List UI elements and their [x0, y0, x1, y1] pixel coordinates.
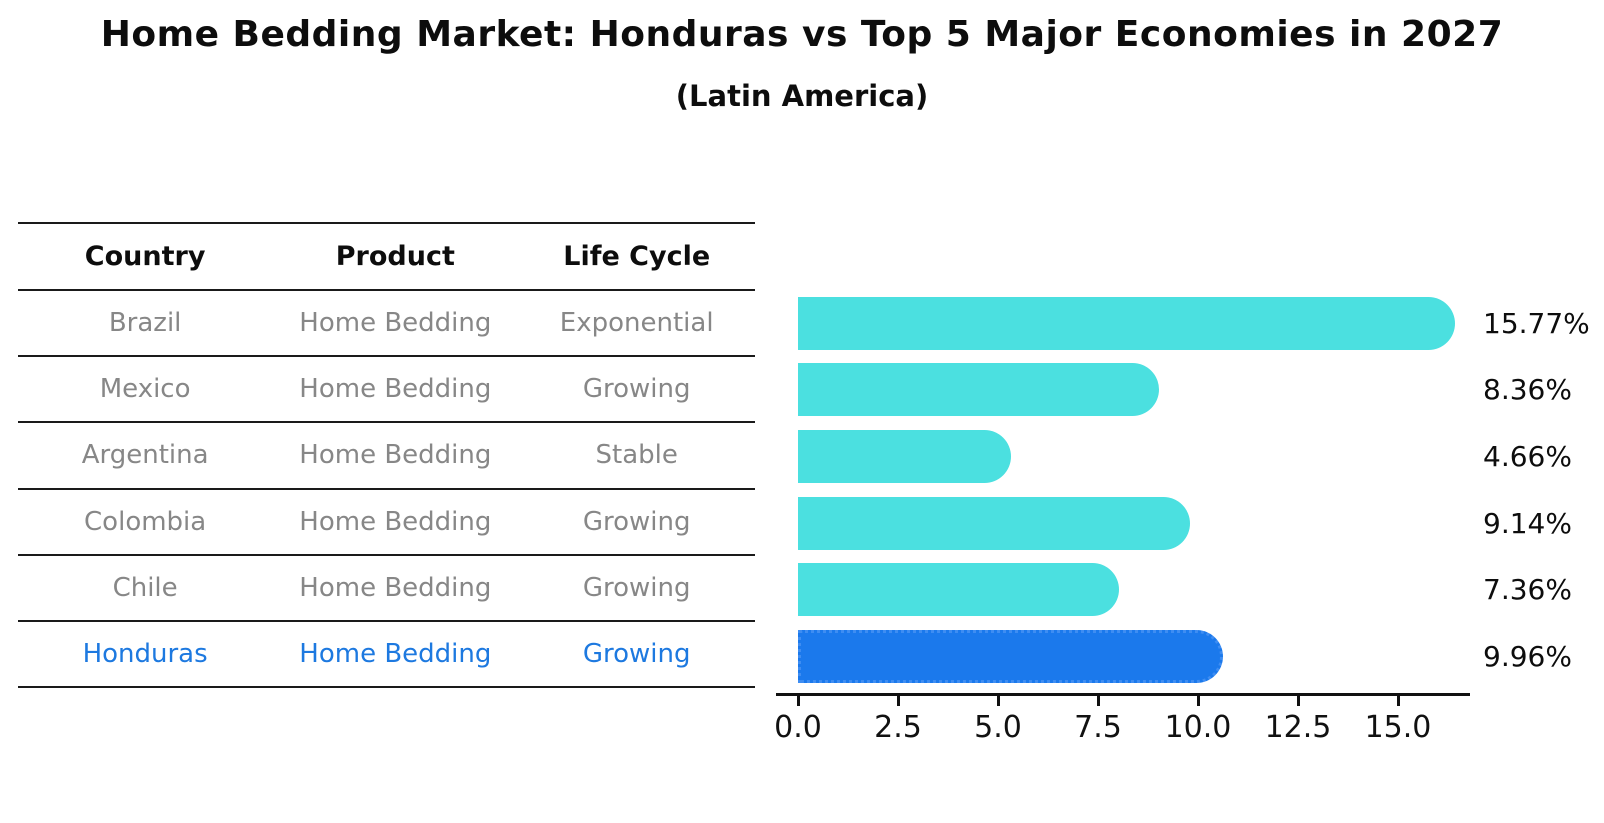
- data-table: Country Product Life Cycle Brazil Home B…: [18, 222, 755, 689]
- table-row: Brazil Home Bedding Exponential: [18, 291, 755, 358]
- chart-title: Home Bedding Market: Honduras vs Top 5 M…: [100, 14, 1504, 55]
- country-cell: Honduras: [82, 639, 208, 670]
- table-row: Chile Home Bedding Growing: [18, 556, 755, 622]
- life-cycle-cell: Growing: [582, 639, 691, 670]
- life-cycle-cell: Growing: [582, 374, 691, 405]
- tick-label: 12.5: [1264, 710, 1332, 745]
- product-cell: Home Bedding: [299, 308, 492, 339]
- country-cell: Colombia: [84, 506, 207, 537]
- tick-label: 5.0: [974, 710, 1022, 745]
- life-cycle-cell: Stable: [595, 440, 678, 471]
- value-label: 7.36%: [1483, 573, 1572, 607]
- life-cycle-cell: Growing: [582, 572, 691, 603]
- tick-mark: [1096, 696, 1100, 706]
- country-cell: Argentina: [81, 440, 209, 471]
- bar-colombia: [798, 496, 1191, 550]
- tick-label: 2.5: [874, 710, 922, 745]
- product-cell: Home Bedding: [299, 506, 492, 537]
- bar-honduras: [798, 630, 1223, 684]
- tick-label: 0.0: [774, 710, 822, 745]
- tick-mark: [1196, 696, 1200, 706]
- x-axis-line: [776, 693, 1470, 696]
- tick-label: 15.0: [1364, 710, 1432, 745]
- tick-mark: [1296, 696, 1300, 706]
- country-cell: Chile: [112, 572, 178, 603]
- value-label: 9.96%: [1483, 640, 1572, 674]
- table-row-highlighted: Honduras Home Bedding Growing: [18, 622, 755, 689]
- table-row: Argentina Home Bedding Stable: [18, 423, 755, 490]
- tick-mark: [796, 696, 800, 706]
- tick-mark: [996, 696, 1000, 706]
- life-cycle-cell: Exponential: [559, 308, 714, 339]
- tick-label: 10.0: [1164, 710, 1232, 745]
- bar-mexico: [798, 363, 1159, 417]
- table-header-row: Country Product Life Cycle: [18, 222, 755, 291]
- x-axis-ticks: 0.0 2.5 5.0 7.5 10.0 12.5 15.0: [774, 696, 1498, 756]
- tick-mark: [1396, 696, 1400, 706]
- country-cell: Brazil: [108, 308, 182, 339]
- chart-subtitle: (Latin America): [675, 79, 929, 113]
- product-cell: Home Bedding: [299, 572, 492, 603]
- table-row: Mexico Home Bedding Growing: [18, 357, 755, 424]
- tick-mark: [896, 696, 900, 706]
- column-header-country: Country: [84, 241, 206, 272]
- value-label: 4.66%: [1483, 440, 1572, 474]
- life-cycle-cell: Growing: [582, 506, 691, 537]
- column-header-life-cycle: Life Cycle: [563, 241, 711, 272]
- bar-chile: [798, 563, 1119, 617]
- product-cell: Home Bedding: [299, 374, 492, 405]
- product-cell: Home Bedding: [299, 440, 492, 471]
- tick-label: 7.5: [1074, 710, 1122, 745]
- product-cell: Home Bedding: [299, 639, 492, 670]
- value-labels: 15.77% 8.36% 4.66% 9.14% 7.36% 9.96%: [1483, 290, 1603, 690]
- bar-argentina: [798, 430, 1011, 484]
- bar-plot-area: [798, 290, 1498, 690]
- country-cell: Mexico: [99, 374, 191, 405]
- table-row: Colombia Home Bedding Growing: [18, 490, 755, 556]
- value-label: 9.14%: [1483, 506, 1572, 540]
- value-label: 8.36%: [1483, 373, 1572, 407]
- bar-brazil: [798, 296, 1456, 350]
- column-header-product: Product: [335, 241, 455, 272]
- value-label: 15.77%: [1483, 306, 1590, 340]
